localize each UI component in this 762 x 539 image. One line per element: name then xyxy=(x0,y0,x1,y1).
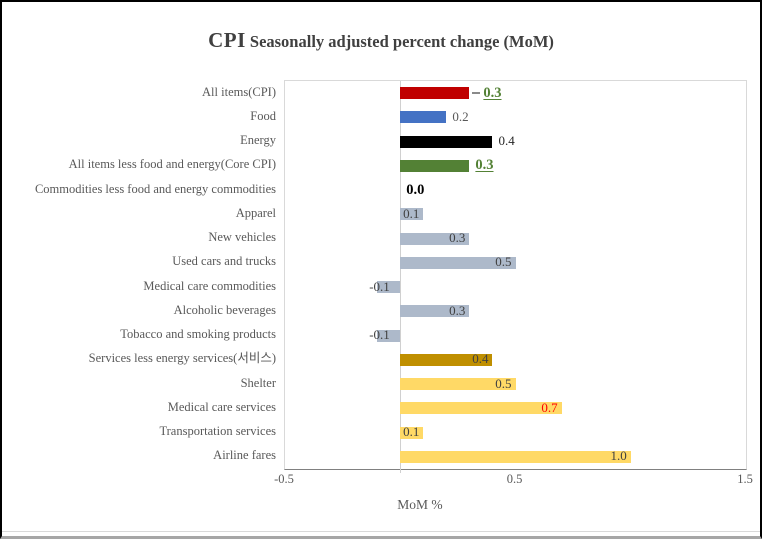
value-label: 0.3 xyxy=(475,157,494,174)
value-label: 0.5 xyxy=(495,375,512,391)
value-label: 0.1 xyxy=(403,205,420,221)
value-label: 0.3 xyxy=(449,302,466,318)
value-label: 0.4 xyxy=(498,133,515,149)
x-axis-title: MoM % xyxy=(397,497,443,512)
category-label: New vehicles xyxy=(208,230,276,245)
bar xyxy=(377,329,401,342)
bar xyxy=(400,232,470,245)
value-label: 0.5 xyxy=(495,254,512,270)
bar xyxy=(377,281,401,294)
value-label: 0.3 xyxy=(483,84,502,101)
category-label: Commodities less food and energy commodi… xyxy=(34,181,276,196)
chart-title-prefix: CPI xyxy=(208,28,246,52)
bar xyxy=(400,159,470,172)
bar xyxy=(400,353,493,366)
category-label: Transportation services xyxy=(159,424,276,439)
category-label: Used cars and trucks xyxy=(172,254,276,269)
bar xyxy=(400,135,493,148)
x-tick-label: 0.5 xyxy=(506,472,523,486)
chart-title-rest: Seasonally adjusted percent change (MoM) xyxy=(245,32,554,51)
category-label: Services less energy services(서비스) xyxy=(88,351,276,366)
bar xyxy=(400,305,470,318)
value-label: 0.2 xyxy=(452,108,469,124)
zero-gridline xyxy=(399,81,401,473)
bar xyxy=(400,378,516,391)
category-label: Medical care commodities xyxy=(143,278,276,293)
category-label: Medical care services xyxy=(167,399,276,414)
category-label: Airline fares xyxy=(213,448,276,463)
value-label: 0.3 xyxy=(449,230,466,246)
bar xyxy=(400,208,424,221)
leader-dash xyxy=(472,92,481,94)
value-label: 0.4 xyxy=(472,351,489,367)
chart-object-bottom-border xyxy=(2,531,760,532)
value-label: 0.7 xyxy=(541,399,558,415)
category-label: Food xyxy=(250,108,276,123)
bar xyxy=(400,87,470,100)
bar xyxy=(400,256,516,269)
category-label: Alcoholic beverages xyxy=(173,302,276,317)
chart-title: CPI Seasonally adjusted percent change (… xyxy=(2,28,760,53)
category-label: Shelter xyxy=(240,375,276,390)
bar xyxy=(400,402,562,415)
x-tick-label: 1.5 xyxy=(737,472,753,486)
category-label: All items less food and energy(Core CPI) xyxy=(68,157,276,172)
category-label: Tobacco and smoking products xyxy=(120,327,276,342)
category-label: Apparel xyxy=(235,205,276,220)
bar xyxy=(400,111,447,124)
value-label: 0.1 xyxy=(403,424,420,440)
value-label: -0.1 xyxy=(369,278,390,294)
value-label: -0.1 xyxy=(369,327,390,343)
bar xyxy=(400,450,631,463)
x-tick-label: -0.5 xyxy=(274,472,294,486)
category-label: Energy xyxy=(240,133,276,148)
value-label: 1.0 xyxy=(610,448,627,464)
bar xyxy=(400,426,424,439)
value-label: 0.0 xyxy=(406,181,425,198)
plot-area: 0.3 0.2 0.4 0.3 0.0 0.1 0.3 0.5 -0.1 0.3 -0.1 0.4 0.… xyxy=(284,80,747,473)
category-label: All items(CPI) xyxy=(202,84,276,99)
